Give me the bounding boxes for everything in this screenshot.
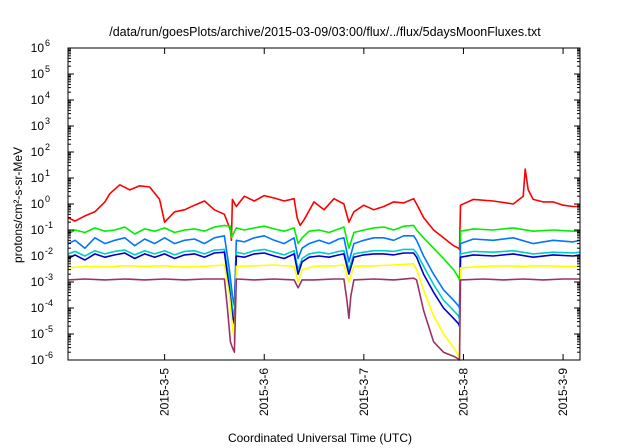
y-tick-exp-0: 6 [45,38,50,48]
y-tick-exp-10: -4 [45,298,53,308]
y-tick-exp-4: 2 [45,142,50,152]
y-tick-label-10: 10 [31,301,45,315]
y-tick-exp-9: -3 [45,272,53,282]
series-line-6 [67,277,580,361]
x-tick-label-3: 2015-3-8 [456,368,470,416]
y-tick-label-3: 10 [31,119,45,133]
y-tick-label-6: 10 [31,197,45,211]
x-tick-label-1: 2015-3-6 [257,368,271,416]
x-tick-label-0: 2015-3-5 [158,368,172,416]
series-line-4 [67,251,581,327]
plot-frame [67,47,581,361]
series-line-0 [67,168,580,251]
y-tick-exp-7: -1 [45,220,53,230]
x-tick-label-4: 2015-3-9 [556,368,570,416]
y-tick-label-1: 10 [31,67,45,81]
y-tick-exp-1: 5 [45,64,50,74]
y-tick-label-9: 10 [31,275,45,289]
series-layer [67,168,581,361]
y-tick-exp-5: 1 [45,168,50,178]
y-axis-label: protons/cm²-s-sr-MeV [11,147,25,263]
y-tick-label-7: 10 [31,223,45,237]
y-tick-exp-8: -2 [45,246,53,256]
x-axis-label: Coordinated Universal Time (UTC) [228,431,412,445]
y-tick-exp-2: 4 [45,90,50,100]
y-tick-exp-12: -6 [45,350,53,360]
y-tick-label-12: 10 [31,353,45,367]
y-tick-exp-11: -5 [45,324,53,334]
series-line-2 [67,235,581,309]
x-tick-label-2: 2015-3-7 [357,368,371,416]
y-tick-exp-6: 0 [45,194,50,204]
y-tick-label-11: 10 [31,327,45,341]
series-line-5 [67,263,580,359]
y-tick-exp-3: 3 [45,116,50,126]
y-tick-label-5: 10 [31,171,45,185]
y-tick-label-8: 10 [31,249,45,263]
y-tick-label-4: 10 [31,145,45,159]
series-line-1 [67,224,580,281]
y-tick-label-2: 10 [31,93,45,107]
series-line-3 [67,248,581,320]
chart-title: /data/run/goesPlots/archive/2015-03-09/0… [109,25,541,39]
y-tick-label-0: 10 [31,41,45,55]
